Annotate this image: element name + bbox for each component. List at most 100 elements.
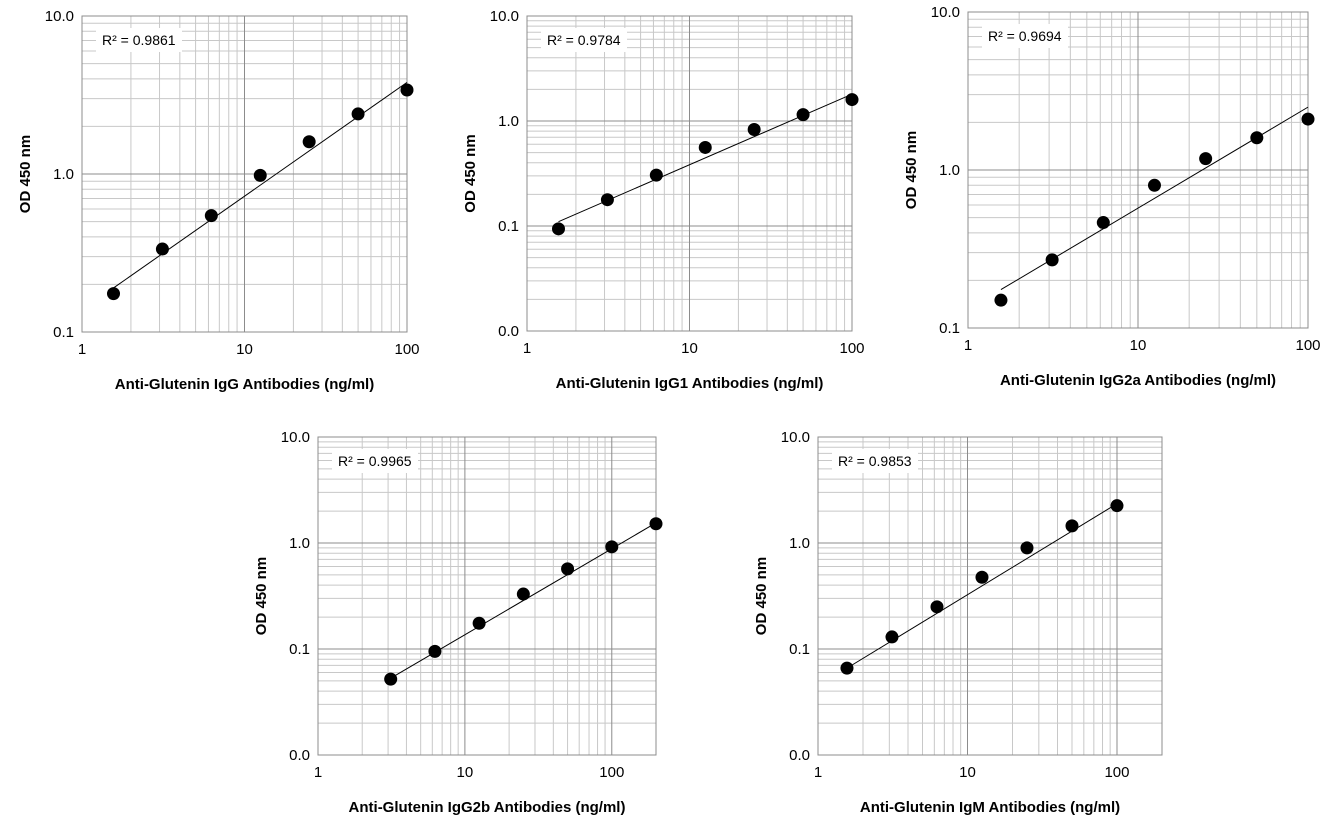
y-tick-label: 1.0 <box>289 535 310 552</box>
plot-area-border <box>317 436 657 756</box>
y-tick-label: 0.1 <box>498 218 519 235</box>
data-point <box>551 222 565 236</box>
data-point <box>384 672 398 686</box>
y-tick-label: 10.0 <box>490 8 519 25</box>
y-tick-label: 0.1 <box>53 324 74 341</box>
y-tick-label: 1.0 <box>53 166 74 183</box>
r2-box <box>96 28 182 52</box>
y-tick-label: 0.0 <box>289 747 310 764</box>
gridlines <box>317 436 656 756</box>
plot-area-border <box>526 15 853 332</box>
y-axis-title: OD 450 nm <box>753 557 770 635</box>
data-point <box>698 140 712 154</box>
data-point <box>994 293 1008 307</box>
r2-box <box>832 449 918 473</box>
data-point <box>747 122 761 136</box>
y-tick-label: 0.1 <box>789 641 810 658</box>
data-point <box>930 600 944 614</box>
data-point <box>155 242 169 256</box>
x-tick-label: 1 <box>814 764 822 781</box>
chart-panel-2: 1 10 100 0.0 0.1 1.0 10.0 Anti-Glutenin IgG1 An… <box>462 8 865 392</box>
chart-panel-4: 1 10 100 0.0 0.1 1.0 10.0 Anti-Glutenin IgG2b A… <box>253 429 663 816</box>
r2-annotation: R² = 0.9853 <box>838 453 912 469</box>
x-axis-title: Anti-Glutenin IgG1 Antibodies (ng/ml) <box>556 375 824 392</box>
plot-area-border <box>817 436 1163 756</box>
data-point <box>1065 519 1079 533</box>
data-point <box>885 630 899 644</box>
r2-annotation: R² = 0.9784 <box>547 32 621 48</box>
x-tick-label: 100 <box>1104 764 1129 781</box>
data-point <box>204 209 218 223</box>
y-axis-title: OD 450 nm <box>253 557 270 635</box>
r2-annotation: R² = 0.9861 <box>102 32 176 48</box>
data-point <box>1096 216 1110 230</box>
y-tick-label: 10.0 <box>45 8 74 25</box>
x-tick-label: 10 <box>681 340 698 357</box>
gridlines <box>967 11 1309 329</box>
gridlines <box>526 15 853 332</box>
data-point <box>649 168 663 182</box>
gridlines <box>817 436 1162 756</box>
data-point <box>302 135 316 149</box>
chart-panel-5: 1 10 100 0.0 0.1 1.0 10.0 Anti-Glutenin IgM Ant… <box>753 429 1163 816</box>
data-point <box>1020 541 1034 555</box>
data-point <box>840 661 854 675</box>
x-tick-label: 100 <box>839 340 864 357</box>
data-point <box>1147 178 1161 192</box>
x-tick-label: 10 <box>236 341 253 358</box>
x-tick-label: 100 <box>1295 337 1320 354</box>
y-tick-label: 1.0 <box>498 113 519 130</box>
x-tick-label: 1 <box>314 764 322 781</box>
plot-area-border <box>81 15 408 333</box>
x-tick-label: 1 <box>78 341 86 358</box>
data-point <box>516 587 530 601</box>
data-point <box>975 570 989 584</box>
x-tick-label: 100 <box>599 764 624 781</box>
data-point <box>351 107 365 121</box>
plot-area-border <box>967 11 1309 329</box>
x-tick-label: 1 <box>523 340 531 357</box>
y-tick-label: 10.0 <box>781 429 810 446</box>
y-tick-label: 0.1 <box>289 641 310 658</box>
x-axis-title: Anti-Glutenin IgG2b Antibodies (ng/ml) <box>349 799 626 816</box>
x-axis-title: Anti-Glutenin IgM Antibodies (ng/ml) <box>860 799 1120 816</box>
data-point <box>253 168 267 182</box>
y-tick-label: 1.0 <box>939 162 960 179</box>
x-axis-title: Anti-Glutenin IgG Antibodies (ng/ml) <box>115 376 374 393</box>
data-point <box>106 287 120 301</box>
y-tick-label: 1.0 <box>789 535 810 552</box>
data-point <box>472 616 486 630</box>
data-point <box>400 83 414 97</box>
y-tick-label: 0.0 <box>789 747 810 764</box>
chart-panel-1: 1 10 100 0.1 1.0 10.0 Anti-Glutenin IgG Antibo… <box>17 8 420 393</box>
data-point <box>1199 152 1213 166</box>
x-tick-label: 100 <box>394 341 419 358</box>
data-point <box>845 93 859 107</box>
x-tick-label: 10 <box>1130 337 1147 354</box>
y-axis-title: OD 450 nm <box>462 134 479 212</box>
y-tick-label: 10.0 <box>281 429 310 446</box>
data-point <box>428 644 442 658</box>
r2-annotation: R² = 0.9694 <box>988 28 1062 44</box>
data-point <box>1301 112 1315 126</box>
r2-box <box>332 449 418 473</box>
y-axis-title: OD 450 nm <box>903 131 920 209</box>
y-tick-label: 0.0 <box>498 323 519 340</box>
x-tick-label: 10 <box>457 764 474 781</box>
x-axis-title: Anti-Glutenin IgG2a Antibodies (ng/ml) <box>1000 372 1276 389</box>
r2-annotation: R² = 0.9965 <box>338 453 412 469</box>
x-tick-label: 1 <box>964 337 972 354</box>
data-point <box>796 108 810 122</box>
data-point <box>600 193 614 207</box>
data-point <box>1110 499 1124 513</box>
chart-panel-3: 1 10 100 0.1 1.0 10.0 Anti-Glutenin IgG2a Anti… <box>903 4 1321 389</box>
data-point <box>1045 253 1059 267</box>
y-axis-title: OD 450 nm <box>17 135 34 213</box>
y-tick-label: 10.0 <box>931 4 960 21</box>
gridlines <box>81 15 408 333</box>
y-tick-label: 0.1 <box>939 320 960 337</box>
data-point <box>605 540 619 554</box>
x-tick-label: 10 <box>959 764 976 781</box>
r2-box <box>982 24 1068 48</box>
